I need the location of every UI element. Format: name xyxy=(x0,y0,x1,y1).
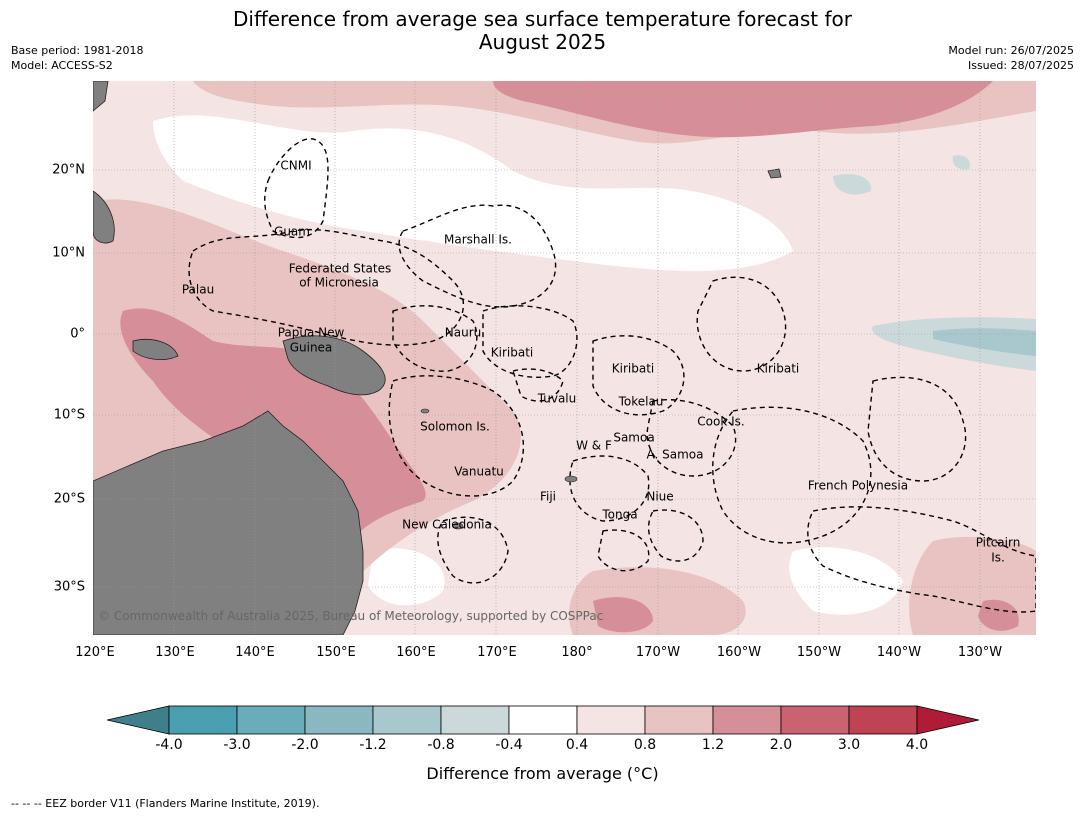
colorbar-cell xyxy=(576,705,646,735)
place-label: Papua New xyxy=(277,325,345,340)
colorbar-tick-label: -1.2 xyxy=(359,737,387,753)
model-run-text: Model run: 26/07/2025 xyxy=(948,44,1074,57)
y-tick: 0° xyxy=(70,326,85,342)
x-tick: 140°E xyxy=(235,645,275,660)
colorbar-cell xyxy=(440,705,510,735)
place-label: Federated States xyxy=(288,261,392,276)
model-text: Model: ACCESS-S2 xyxy=(11,59,113,72)
colorbar-cell xyxy=(168,705,238,735)
copyright-credit: © Commonwealth of Australia 2025, Bureau… xyxy=(98,609,604,623)
place-label: Tuvalu xyxy=(537,391,577,406)
colorbar-title: Difference from average (°C) xyxy=(426,764,659,783)
colorbar-cells xyxy=(107,705,979,735)
colorbar-tick-label: 2.0 xyxy=(769,737,793,753)
x-tick: 130°E xyxy=(155,645,195,660)
place-label: W & F xyxy=(576,438,612,453)
x-tick: 120°E xyxy=(75,645,115,660)
colorbar-tick-label: 0.8 xyxy=(633,737,657,753)
colorbar-cell xyxy=(712,705,782,735)
place-label: Fiji xyxy=(539,489,557,504)
place-label: CNMI xyxy=(280,158,312,173)
place-label: Cook Is. xyxy=(697,414,745,429)
colorbar-tick-label: -0.4 xyxy=(495,737,523,753)
island-dots xyxy=(420,408,578,530)
place-label: Kiribati xyxy=(611,361,655,376)
issued-text: Issued: 28/07/2025 xyxy=(967,59,1074,72)
place-label: Pitcairn xyxy=(975,535,1021,550)
place-label: Marshall Is. xyxy=(444,232,512,247)
place-label: Tokelau xyxy=(618,394,664,409)
place-label: Guinea xyxy=(289,340,333,355)
place-label: Guam xyxy=(274,224,310,239)
place-label: French Polynesia xyxy=(807,478,909,493)
place-label: Kiribati xyxy=(756,361,800,376)
place-label: Niue xyxy=(646,489,674,504)
landmasses xyxy=(93,81,782,635)
place-label: Samoa xyxy=(613,430,655,445)
colorbar-tick-label: 3.0 xyxy=(837,737,861,753)
colorbar-cell xyxy=(644,705,714,735)
x-tick: 170°E xyxy=(477,645,517,660)
colorbar-cell xyxy=(304,705,374,735)
colorbar-tick-label: -3.0 xyxy=(223,737,251,753)
colorbar-extend-high xyxy=(916,705,979,735)
place-label: Nauru xyxy=(444,325,482,340)
colorbar-tick-label: -2.0 xyxy=(291,737,319,753)
title-line-2: August 2025 xyxy=(478,30,607,54)
colorbar-tick-label: -0.8 xyxy=(427,737,455,753)
title-line-1: Difference from average sea surface temp… xyxy=(232,7,852,31)
y-tick: 20°N xyxy=(52,162,85,178)
eez-footnote: -- -- -- EEZ border V11 (Flanders Marine… xyxy=(11,797,320,810)
x-tick: 130°W xyxy=(957,645,1003,660)
colorbar-cell xyxy=(508,705,578,735)
place-label: Solomon Is. xyxy=(420,419,490,434)
place-label: Kiribati xyxy=(490,345,534,360)
x-tick: 140°W xyxy=(876,645,922,660)
colorbar-cell xyxy=(848,705,918,735)
place-label: A. Samoa xyxy=(646,447,704,462)
place-label: Tonga xyxy=(602,507,638,522)
place-label: Is. xyxy=(991,550,1005,565)
sst-anomaly-map xyxy=(93,81,1036,635)
meta-right: Model run: 26/07/2025 Issued: 28/07/2025 xyxy=(948,43,1074,73)
map-title: Difference from average sea surface temp… xyxy=(0,8,1085,54)
colorbar-tick-label: 0.4 xyxy=(565,737,589,753)
x-tick: 160°W xyxy=(716,645,762,660)
colorbar-extend-low xyxy=(107,705,170,735)
eez-borders xyxy=(188,138,1036,613)
colorbar xyxy=(107,705,979,735)
y-tick: 30°S xyxy=(53,579,85,595)
colorbar-cell xyxy=(236,705,306,735)
x-tick: 180° xyxy=(561,645,593,660)
x-tick: 150°E xyxy=(316,645,356,660)
y-tick: 10°S xyxy=(53,407,85,423)
place-label: New Caledonia xyxy=(402,517,492,532)
colorbar-cell xyxy=(372,705,442,735)
colorbar-tick-label: -4.0 xyxy=(155,737,183,753)
x-tick: 160°E xyxy=(396,645,436,660)
y-tick: 10°N xyxy=(52,245,85,261)
place-label: Palau xyxy=(181,282,215,297)
gridlines xyxy=(93,81,1036,635)
place-label: of Micronesia xyxy=(299,275,379,290)
y-tick: 20°S xyxy=(53,491,85,507)
x-tick: 170°W xyxy=(635,645,681,660)
x-tick: 150°W xyxy=(796,645,842,660)
colorbar-tick-label: 4.0 xyxy=(905,737,929,753)
base-period-text: Base period: 1981-2018 xyxy=(11,44,144,57)
map-panel xyxy=(93,81,1036,635)
meta-left: Base period: 1981-2018 Model: ACCESS-S2 xyxy=(11,43,143,73)
place-label: Vanuatu xyxy=(454,464,504,479)
colorbar-cell xyxy=(780,705,850,735)
colorbar-tick-label: 1.2 xyxy=(701,737,725,753)
